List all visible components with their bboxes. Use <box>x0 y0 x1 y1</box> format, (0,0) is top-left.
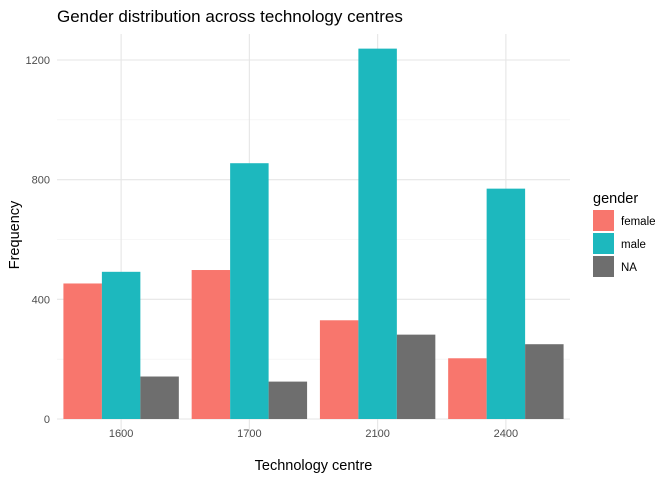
bars <box>63 48 564 420</box>
x-tick-label: 2100 <box>365 428 389 440</box>
bar-na-2400 <box>525 344 564 419</box>
legend-label-male: male <box>621 239 646 251</box>
chart-title: Gender distribution across technology ce… <box>57 7 403 26</box>
bar-na-2100 <box>396 334 436 419</box>
y-tick-label: 400 <box>32 294 50 306</box>
bar-female-2400 <box>448 358 487 419</box>
legend-key-female <box>593 210 614 231</box>
bar-na-1700 <box>268 381 308 419</box>
bar-female-1600 <box>63 283 102 419</box>
bar-female-2100 <box>319 320 359 419</box>
y-axis-title: Frequency <box>7 200 23 269</box>
bar-male-1600 <box>101 271 141 419</box>
y-tick-label: 1200 <box>26 55 50 67</box>
legend-key-na <box>593 256 614 277</box>
x-tick-label: 1600 <box>109 428 133 440</box>
legend-key-male <box>593 233 614 254</box>
legend-label-female: female <box>621 216 656 228</box>
bar-male-1700 <box>230 163 269 419</box>
x-tick-label: 1700 <box>237 428 261 440</box>
bar-male-2100 <box>358 48 397 420</box>
legend-label-na: NA <box>621 262 637 274</box>
y-tick-label: 800 <box>32 175 50 187</box>
bar-female-1700 <box>191 270 231 419</box>
legend: gender female male NA <box>593 191 656 277</box>
y-tick-label: 0 <box>44 414 50 426</box>
x-axis-title: Technology centre <box>255 458 373 474</box>
y-tick-labels: 0 400 800 1200 <box>26 55 50 426</box>
x-tick-label: 2400 <box>494 428 518 440</box>
x-tick-labels: 1600 1700 2100 2400 <box>109 428 518 440</box>
legend-title: gender <box>593 191 638 207</box>
bar-na-1600 <box>140 376 179 419</box>
bar-male-2400 <box>486 188 526 419</box>
